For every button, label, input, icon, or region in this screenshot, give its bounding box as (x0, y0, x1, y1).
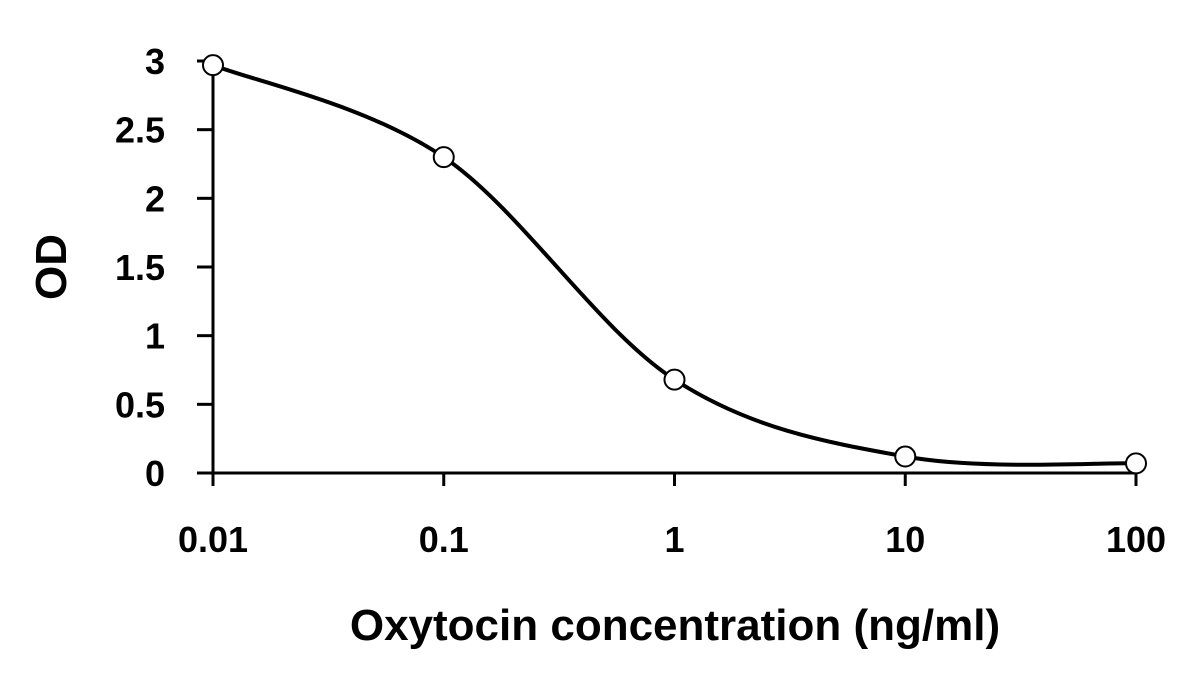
y-tick-label: 0 (145, 453, 165, 494)
y-axis-title: OD (27, 234, 76, 300)
y-tick-label: 0.5 (115, 384, 165, 425)
y-tick-label: 2.5 (115, 110, 165, 151)
y-tick-label: 2 (145, 178, 165, 219)
y-axis-ticks: 0 0.5 1 1.5 2 2.5 3 (115, 41, 213, 494)
series-group (202, 54, 1147, 475)
data-point-marker (1125, 452, 1147, 475)
x-axis-title: Oxytocin concentration (ng/ml) (350, 601, 1000, 650)
x-tick-label: 1 (664, 519, 684, 560)
x-tick-label: 10 (885, 519, 925, 560)
y-tick-label: 3 (145, 41, 165, 82)
x-tick-label: 0.01 (178, 519, 248, 560)
y-tick-label: 1.5 (115, 247, 165, 288)
series-line (212, 63, 1137, 467)
data-point-marker (432, 146, 455, 169)
data-point-marker (894, 445, 917, 468)
x-tick-label: 100 (1106, 519, 1166, 560)
data-point-marker (663, 368, 686, 391)
data-point-marker (202, 54, 224, 77)
y-tick-label: 1 (145, 316, 165, 357)
x-tick-label: 0.1 (419, 519, 469, 560)
x-axis-ticks: 0.01 0.1 1 10 100 (178, 473, 1166, 560)
